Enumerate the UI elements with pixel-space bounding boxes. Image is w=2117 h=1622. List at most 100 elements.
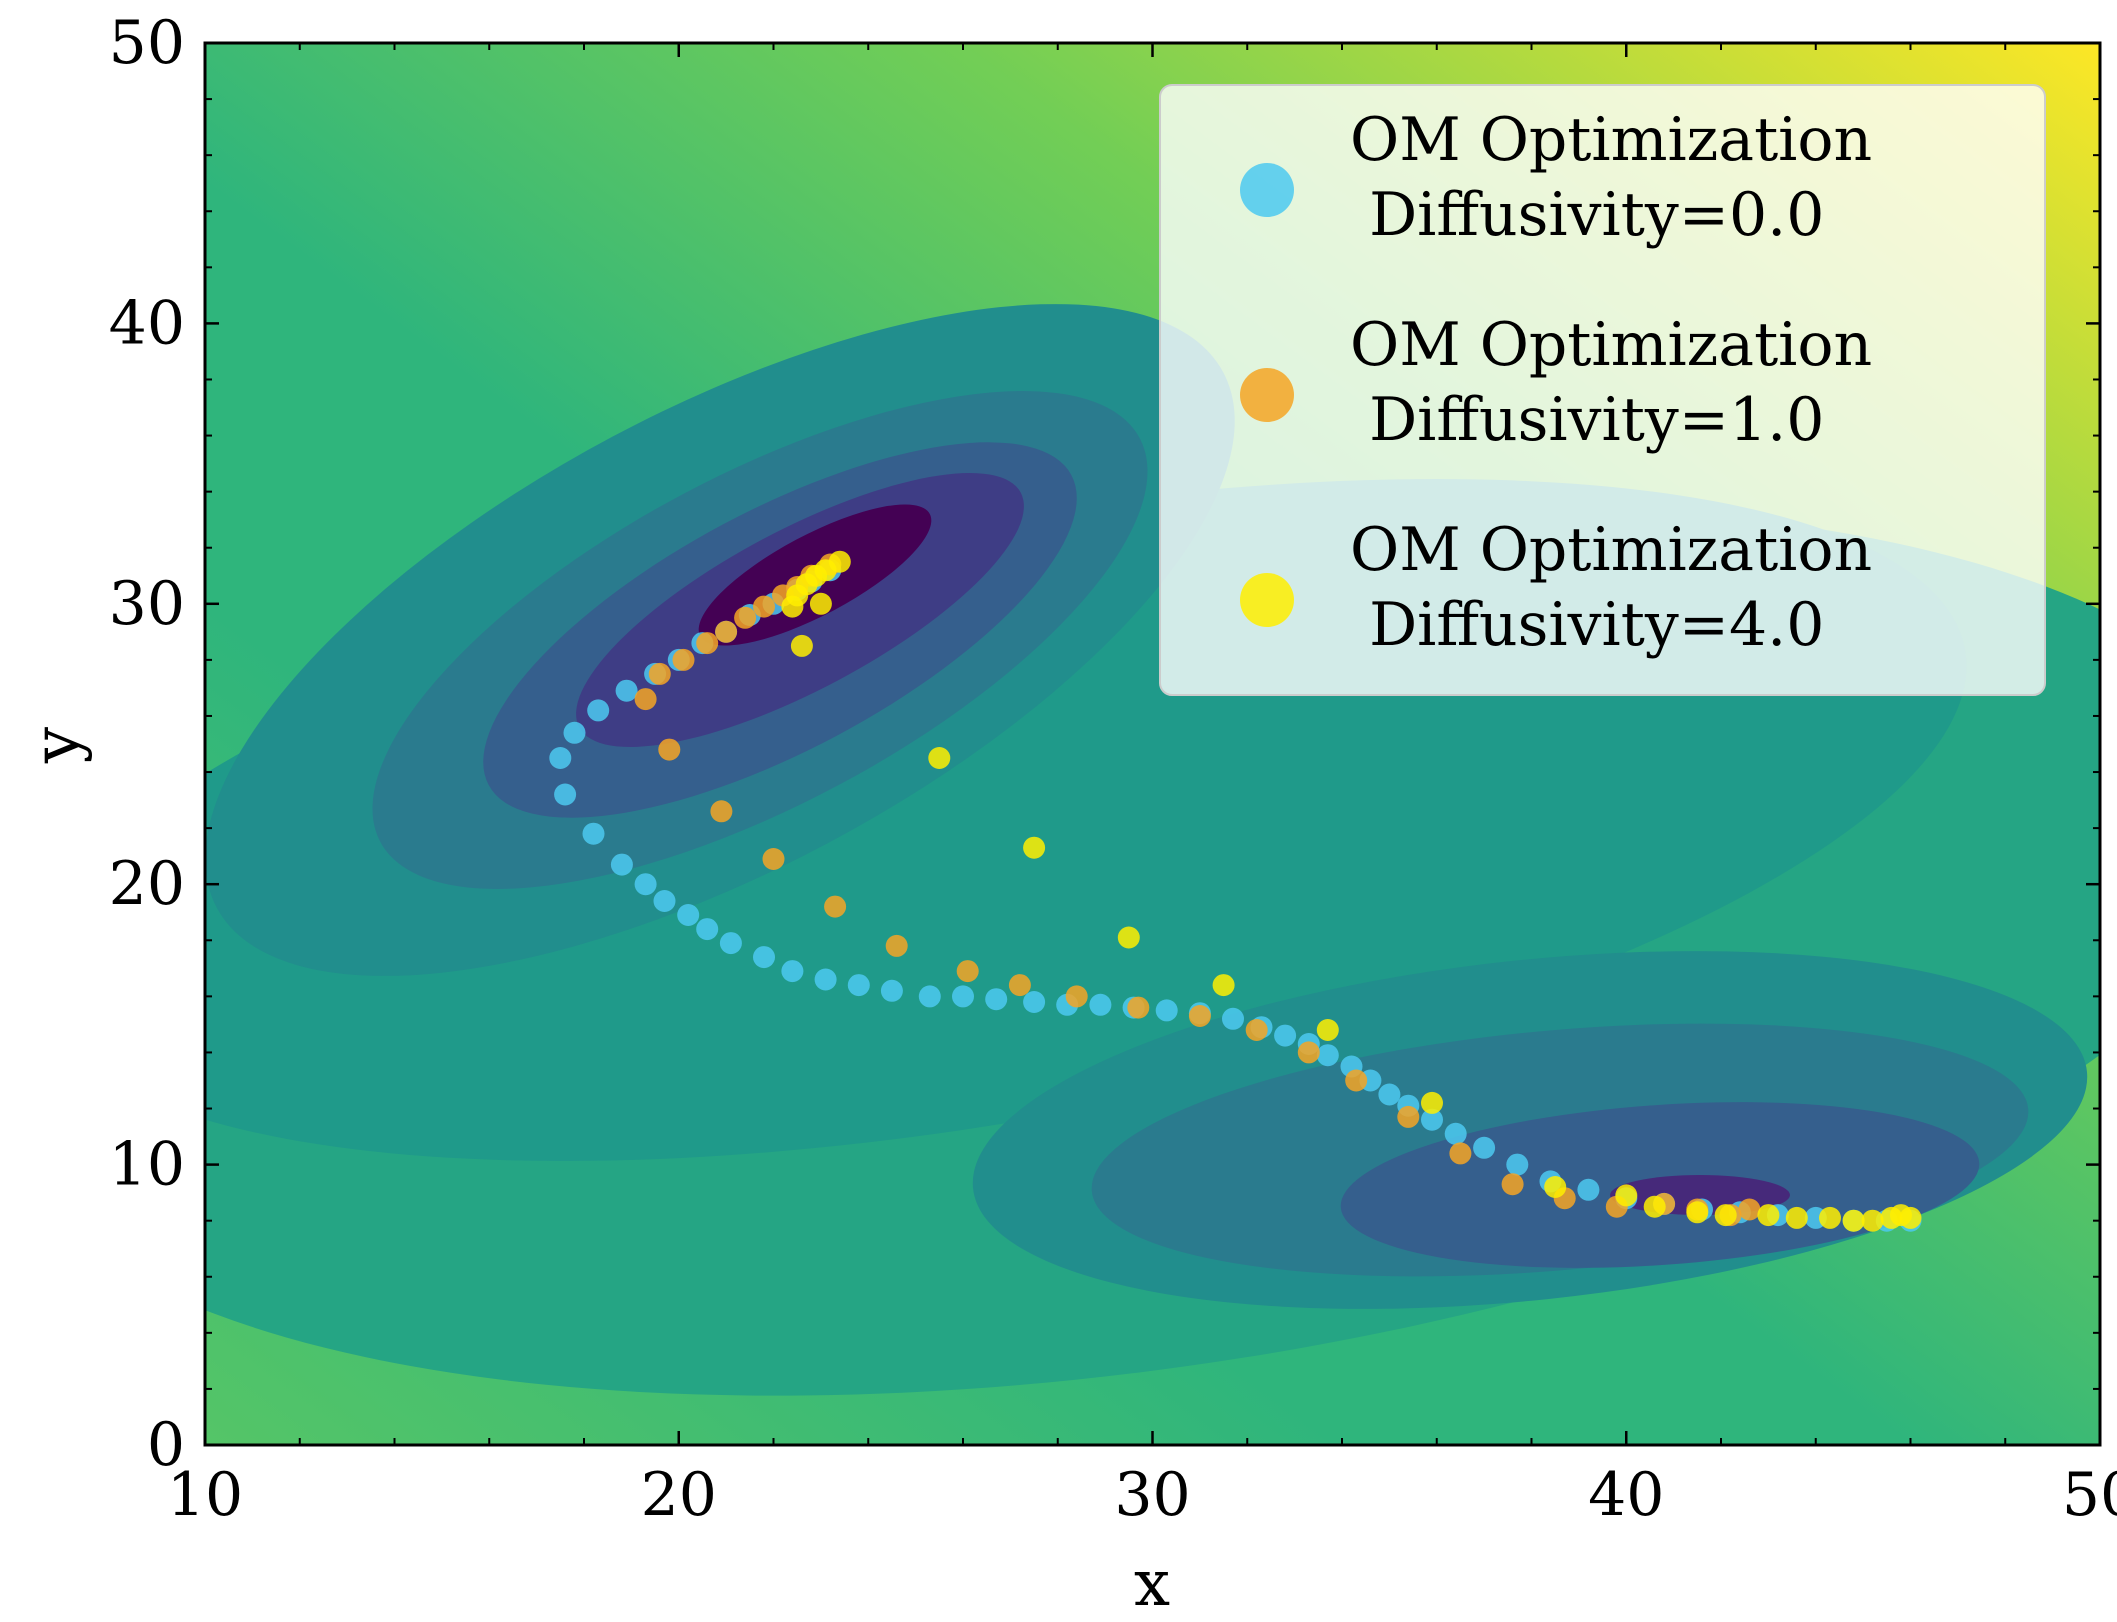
axis-ticks: 102030405001020304050 <box>109 8 2117 1530</box>
series-0-point-39 <box>1316 1044 1339 1067</box>
series-1-point-12 <box>710 800 733 823</box>
series-0-point-49 <box>1577 1178 1600 1201</box>
series-2-point-15 <box>1615 1184 1638 1207</box>
legend-entry-1: OM Optimization Diffusivity=1.0 <box>1240 310 1872 455</box>
series-0-point-47 <box>1506 1153 1529 1176</box>
series-2-point-7 <box>790 634 813 657</box>
series-0-point-11 <box>563 721 586 744</box>
legend-label-line1: OM Optimization <box>1350 515 1872 585</box>
series-2-point-16 <box>1643 1195 1666 1218</box>
series-2-point-23 <box>1861 1209 1884 1232</box>
series-1-point-10 <box>634 688 657 711</box>
series-2-point-10 <box>1117 926 1140 949</box>
series-2-point-22 <box>1842 1209 1865 1232</box>
series-1-point-15 <box>885 934 908 957</box>
series-1-point-5 <box>734 606 757 629</box>
series-0-point-23 <box>814 968 837 991</box>
legend-entry-2: OM Optimization Diffusivity=4.0 <box>1240 515 1872 660</box>
series-1-point-8 <box>672 648 695 671</box>
legend-marker <box>1240 368 1294 422</box>
series-0-point-33 <box>1155 999 1178 1022</box>
legend-marker <box>1240 163 1294 217</box>
series-1-point-4 <box>753 595 775 618</box>
series-0-point-46 <box>1473 1136 1496 1159</box>
y-tick-label: 0 <box>147 1410 185 1480</box>
x-tick-label: 10 <box>167 1460 243 1530</box>
series-0-point-19 <box>696 918 719 941</box>
series-0-point-21 <box>753 946 775 969</box>
series-2-point-12 <box>1316 1019 1339 1041</box>
series-0-point-37 <box>1274 1024 1297 1047</box>
series-0-point-44 <box>1421 1108 1443 1131</box>
series-2-point-8 <box>928 747 951 769</box>
series-2-point-26 <box>1899 1206 1922 1229</box>
y-tick-label: 30 <box>109 569 185 639</box>
series-0-point-25 <box>880 979 903 1002</box>
y-tick-label: 40 <box>109 288 185 358</box>
legend-label-line2: Diffusivity=0.0 <box>1350 180 1824 250</box>
legend-marker <box>1240 573 1294 627</box>
series-2-point-21 <box>1819 1206 1841 1229</box>
series-0-point-31 <box>1089 993 1112 1016</box>
series-0-point-42 <box>1378 1083 1401 1106</box>
series-1-point-18 <box>1065 985 1088 1008</box>
series-1-point-16 <box>956 960 979 983</box>
series-1-point-21 <box>1245 1019 1268 1041</box>
series-0-point-24 <box>847 974 870 997</box>
series-1-point-22 <box>1297 1041 1320 1064</box>
series-0-point-15 <box>610 853 633 876</box>
series-0-point-12 <box>549 747 572 769</box>
x-tick-label: 50 <box>2062 1460 2117 1530</box>
x-axis-label: x <box>1134 1547 1170 1621</box>
legend: OM Optimization Diffusivity=0.0OM Optimi… <box>1159 84 2046 696</box>
series-0-point-45 <box>1444 1122 1467 1145</box>
series-2-point-6 <box>809 592 832 615</box>
scatter-points <box>549 550 1922 1232</box>
legend-label-line2: Diffusivity=4.0 <box>1350 590 1824 660</box>
series-0-point-28 <box>985 988 1008 1011</box>
series-1-point-7 <box>696 632 719 655</box>
legend-entry-0: OM Optimization Diffusivity=0.0 <box>1240 105 1872 250</box>
series-1-point-14 <box>824 895 847 918</box>
series-2-point-11 <box>1212 974 1235 997</box>
series-2-point-14 <box>1544 1176 1567 1198</box>
y-tick-label: 10 <box>109 1130 185 1200</box>
series-1-point-9 <box>648 662 671 685</box>
series-0-point-35 <box>1222 1007 1244 1030</box>
series-1-point-11 <box>658 738 681 761</box>
series-1-point-32 <box>1738 1198 1761 1221</box>
x-tick-label: 40 <box>1588 1460 1664 1530</box>
y-axis-label: y <box>20 727 94 764</box>
series-0-point-27 <box>952 985 974 1008</box>
series-0-point-10 <box>587 699 610 722</box>
series-1-point-24 <box>1397 1105 1420 1128</box>
legend-label-line1: OM Optimization <box>1350 105 1872 175</box>
series-1-point-26 <box>1501 1173 1524 1196</box>
series-0-point-20 <box>719 932 742 955</box>
x-tick-label: 30 <box>1114 1460 1190 1530</box>
legend-label-line1: OM Optimization <box>1350 310 1872 380</box>
series-2 <box>781 550 1922 1232</box>
series-2-point-9 <box>1023 836 1046 859</box>
series-1-point-17 <box>1008 974 1031 997</box>
series-1-point-25 <box>1449 1142 1472 1165</box>
series-2-point-17 <box>1686 1201 1709 1224</box>
series-1-point-23 <box>1345 1069 1368 1092</box>
x-tick-label: 20 <box>641 1460 717 1530</box>
y-tick-label: 50 <box>109 8 185 78</box>
series-0-point-22 <box>781 960 804 983</box>
series-2-point-13 <box>1421 1091 1443 1114</box>
series-2-point-20 <box>1785 1206 1808 1229</box>
series-0-point-17 <box>653 890 676 912</box>
series-0-point-13 <box>554 783 577 806</box>
series-2-point-18 <box>1714 1204 1737 1227</box>
series-1-point-19 <box>1127 996 1150 1019</box>
series-2-point-19 <box>1757 1204 1780 1227</box>
series-1-point-6 <box>715 620 738 643</box>
y-tick-label: 20 <box>109 849 185 919</box>
series-1-point-13 <box>762 848 785 870</box>
series-0-point-29 <box>1023 991 1046 1013</box>
series-0-point-26 <box>918 985 941 1008</box>
series-2-point-5 <box>781 595 804 618</box>
